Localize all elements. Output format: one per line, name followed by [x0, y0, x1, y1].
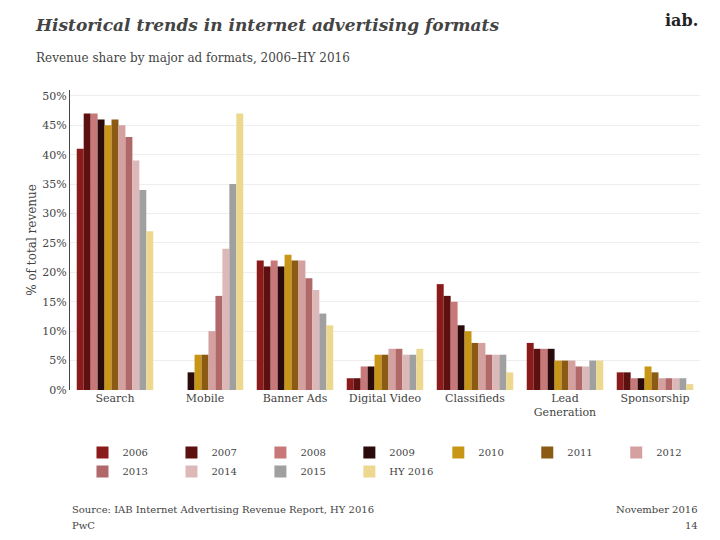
svg-text:iab.: iab. [665, 11, 698, 30]
svg-text:LeadGeneration: LeadGeneration [534, 392, 596, 419]
svg-text:Search: Search [95, 392, 134, 405]
svg-text:14: 14 [685, 520, 698, 531]
svg-text:2008: 2008 [300, 447, 325, 458]
svg-text:40%: 40% [42, 149, 66, 162]
svg-text:Banner Ads: Banner Ads [263, 392, 328, 405]
svg-text:2012: 2012 [656, 447, 681, 458]
svg-text:30%: 30% [42, 207, 66, 220]
svg-text:2007: 2007 [211, 447, 236, 458]
svg-text:15%: 15% [42, 296, 66, 309]
svg-text:% of total revenue: % of total revenue [25, 184, 39, 296]
svg-text:Classifieds: Classifieds [445, 392, 505, 405]
svg-text:Mobile: Mobile [186, 392, 224, 405]
svg-text:20%: 20% [42, 266, 66, 279]
svg-text:2014: 2014 [211, 466, 236, 477]
svg-text:Source: IAB Internet Advertisi: Source: IAB Internet Advertising Revenue… [72, 504, 374, 515]
svg-text:Revenue share by major ad form: Revenue share by major ad formats, 2006–… [36, 51, 350, 65]
svg-text:0%: 0% [49, 384, 66, 397]
svg-text:Historical trends in internet: Historical trends in internet advertisin… [35, 15, 499, 35]
svg-text:50%: 50% [42, 90, 66, 103]
svg-text:35%: 35% [42, 178, 66, 191]
svg-text:2009: 2009 [389, 447, 414, 458]
svg-text:2010: 2010 [478, 447, 503, 458]
svg-text:10%: 10% [42, 325, 66, 338]
svg-text:Digital Video: Digital Video [349, 392, 422, 405]
svg-text:Sponsorship: Sponsorship [620, 392, 689, 405]
svg-text:2013: 2013 [123, 466, 148, 477]
svg-text:45%: 45% [42, 119, 66, 132]
svg-text:2006: 2006 [123, 447, 148, 458]
svg-text:2011: 2011 [567, 447, 592, 458]
svg-text:2015: 2015 [300, 466, 325, 477]
svg-text:November 2016: November 2016 [616, 504, 698, 515]
svg-text:HY 2016: HY 2016 [389, 466, 433, 477]
svg-text:25%: 25% [42, 237, 66, 250]
svg-text:PwC: PwC [72, 520, 95, 531]
svg-text:5%: 5% [49, 354, 66, 367]
